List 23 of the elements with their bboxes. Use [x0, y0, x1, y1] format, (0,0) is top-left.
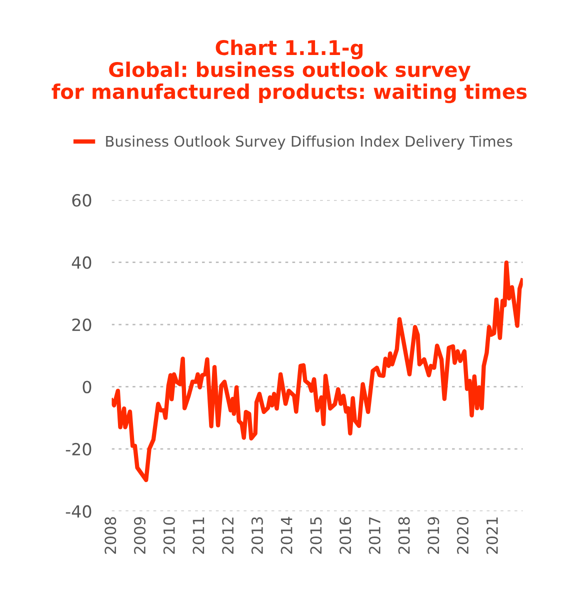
x-tick-label: 2021 — [486, 517, 498, 554]
y-tick-label: 20 — [72, 318, 92, 332]
y-tick-label: 0 — [82, 380, 92, 394]
y-tick-label: -40 — [66, 505, 92, 518]
x-tick-label: 2010 — [163, 517, 175, 554]
line-series — [112, 260, 523, 482]
y-tick-label: -20 — [66, 442, 92, 456]
x-tick-label: 2016 — [340, 517, 352, 554]
x-tick-label: 2008 — [104, 517, 116, 554]
x-tick-label: 2019 — [428, 517, 440, 554]
x-tick-label: 2018 — [398, 517, 410, 554]
x-tick-label: 2013 — [251, 517, 263, 554]
x-tick-label: 2011 — [192, 517, 204, 554]
x-tick-label: 2014 — [280, 516, 292, 554]
x-tick-label: 2012 — [222, 518, 234, 554]
legend-label: Business Outlook Survey Diffusion Index Delivery Times — [106, 136, 512, 150]
x-tick-label: 2017 — [368, 517, 380, 554]
x-tick-label: 2015 — [310, 517, 322, 554]
y-tick-label: 60 — [72, 194, 92, 207]
x-tick-label: 2020 — [456, 517, 469, 554]
chart-title: Chart 1.1.1-g Global: business outlook survey for manufactured products: waiting times — [52, 40, 527, 104]
x-tick-label: 2009 — [134, 517, 146, 554]
y-tick-label: 40 — [72, 256, 92, 269]
